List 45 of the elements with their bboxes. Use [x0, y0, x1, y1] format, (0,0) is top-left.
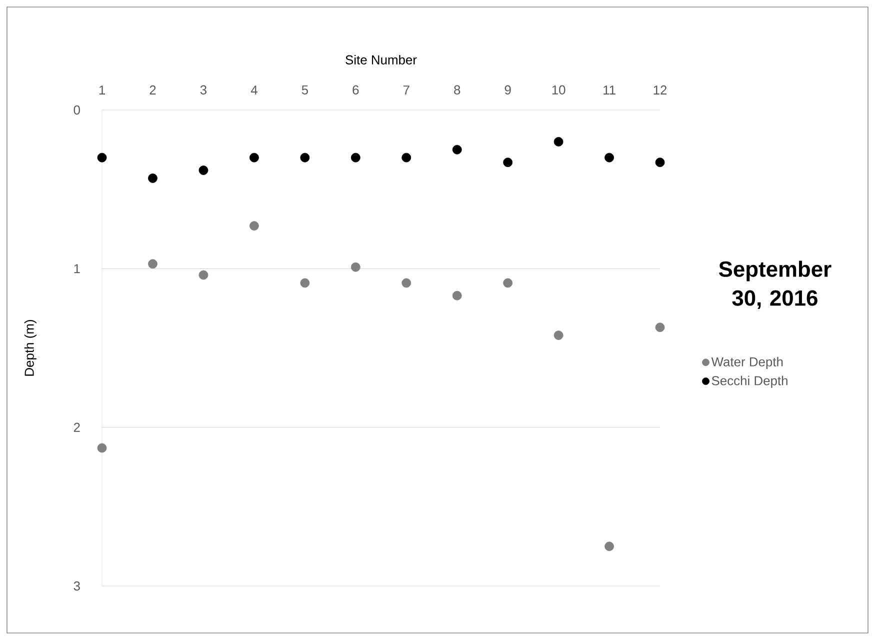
point — [350, 152, 360, 162]
point — [350, 262, 360, 272]
point — [97, 152, 107, 162]
point — [402, 278, 412, 288]
point — [198, 166, 208, 175]
x-tick-label: 6 — [352, 85, 359, 94]
point — [554, 330, 564, 340]
x-tick-label: 1 — [99, 86, 105, 94]
y-tick-label: 2 — [74, 422, 80, 432]
legend-label: Secchi Depth — [712, 376, 788, 388]
y-axis-title: Depth (m) — [24, 320, 36, 376]
x-tick-label: 12 — [654, 85, 667, 94]
x-tick-label: 11 — [604, 86, 616, 94]
point — [148, 174, 158, 183]
text: September 30, 2016 — [718, 260, 832, 309]
x-tick-label: 7 — [403, 86, 410, 94]
legend-label: Water Depth — [711, 356, 783, 369]
point — [300, 278, 310, 288]
x-tick-label: 4 — [250, 86, 258, 94]
point — [452, 290, 462, 300]
point — [554, 137, 564, 146]
point — [97, 443, 107, 453]
point — [503, 278, 513, 288]
x-tick-label: 2 — [150, 85, 156, 94]
x-tick-label: 5 — [302, 85, 308, 94]
point — [604, 152, 614, 162]
x-tick-label: 10 — [552, 85, 566, 94]
point — [655, 322, 665, 332]
point — [655, 158, 665, 168]
point — [148, 259, 158, 269]
point — [249, 152, 259, 162]
point — [198, 270, 208, 280]
point — [402, 152, 412, 162]
point — [249, 221, 259, 231]
x-axis-title: Site Number — [346, 54, 417, 64]
y-tick-label: 3 — [74, 581, 80, 591]
y-tick-label: 0 — [74, 105, 80, 115]
point — [503, 158, 513, 168]
y-tick-label: 1 — [74, 264, 80, 274]
point — [300, 152, 310, 162]
x-tick-label: 3 — [200, 85, 206, 94]
x-tick-label: 8 — [454, 85, 460, 94]
x-tick-label: 9 — [504, 85, 511, 94]
point — [452, 144, 462, 154]
point — [604, 542, 614, 552]
